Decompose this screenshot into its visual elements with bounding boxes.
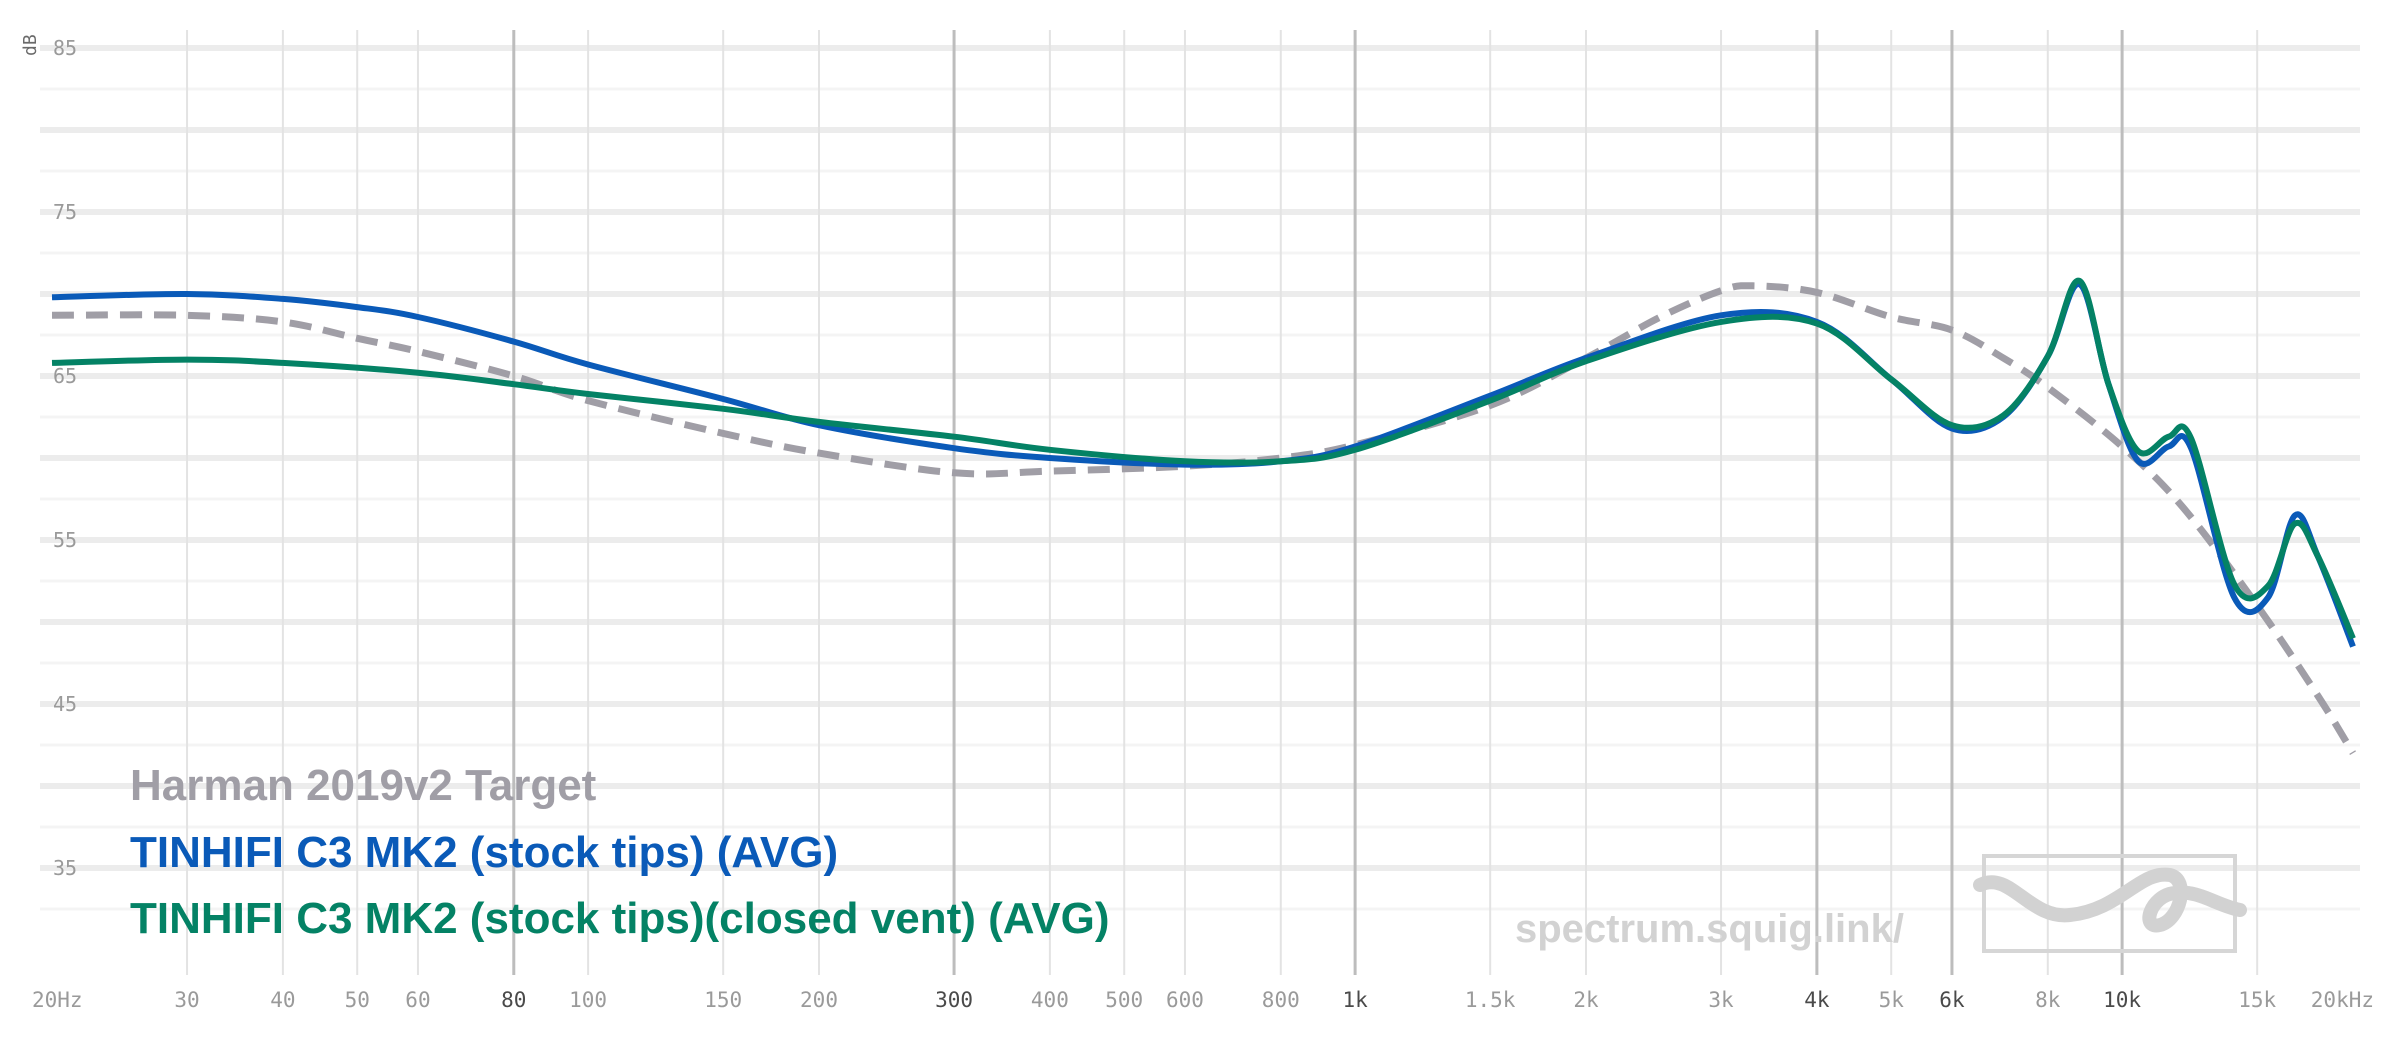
x-tick-label: 400 xyxy=(1031,988,1069,1012)
x-tick-label: 15k xyxy=(2238,988,2276,1012)
y-tick-label: 65 xyxy=(53,364,77,388)
x-tick-label: 40 xyxy=(270,988,295,1012)
x-tick-label: 100 xyxy=(569,988,607,1012)
x-tick-label: 60 xyxy=(405,988,430,1012)
x-tick-label: 20Hz xyxy=(32,988,83,1012)
x-tick-label: 150 xyxy=(704,988,742,1012)
x-tick-label: 30 xyxy=(174,988,199,1012)
y-tick-label: 85 xyxy=(53,36,77,60)
legend-item-closed-vent: TINHIFI C3 MK2 (stock tips)(closed vent)… xyxy=(130,894,1110,943)
legend: Harman 2019v2 Target TINHIFI C3 MK2 (sto… xyxy=(130,761,1110,943)
series-line-0 xyxy=(51,282,2356,756)
x-tick-label: 50 xyxy=(345,988,370,1012)
x-tick-label: 600 xyxy=(1166,988,1204,1012)
x-tick-label: 4k xyxy=(1804,988,1830,1012)
x-tick-label: 3k xyxy=(1708,988,1734,1012)
horizontal-gridlines xyxy=(40,45,2360,911)
y-axis-unit-label: dB xyxy=(20,34,41,56)
x-tick-label: 800 xyxy=(1262,988,1300,1012)
series-line-2 xyxy=(51,277,2356,640)
y-tick-label: 55 xyxy=(53,528,77,552)
y-tick-label: 75 xyxy=(53,200,77,224)
x-tick-label: 8k xyxy=(2035,988,2061,1012)
x-tick-label: 80 xyxy=(501,988,526,1012)
watermark-text: spectrum.squig.link/ xyxy=(1515,907,1904,951)
legend-item-target: Harman 2019v2 Target xyxy=(130,761,597,810)
vertical-gridlines xyxy=(186,30,2259,975)
watermark: spectrum.squig.link/ xyxy=(1515,854,2247,953)
x-axis-ticks: 20Hz 30 40 50 60 80 100 150 200 300 400 500 600 800 1k… xyxy=(32,988,2374,1012)
x-tick-label: 2k xyxy=(1573,988,1599,1012)
x-tick-label: 1k xyxy=(1342,988,1368,1012)
x-tick-label: 1.5k xyxy=(1465,988,1516,1012)
x-tick-label: 6k xyxy=(1939,988,1965,1012)
x-tick-label: 20kHz xyxy=(2311,988,2374,1012)
x-tick-label: 200 xyxy=(800,988,838,1012)
series-line-1 xyxy=(51,281,2356,648)
y-axis-ticks: 85 75 65 55 45 35 xyxy=(53,36,77,880)
x-tick-label: 5k xyxy=(1879,988,1905,1012)
x-tick-label: 300 xyxy=(935,988,973,1012)
squiggle-logo-icon xyxy=(1973,854,2247,953)
y-tick-label: 45 xyxy=(53,692,77,716)
x-tick-label: 500 xyxy=(1105,988,1143,1012)
y-tick-label: 35 xyxy=(53,856,77,880)
legend-item-stock-tips: TINHIFI C3 MK2 (stock tips) (AVG) xyxy=(130,828,838,877)
series-lines xyxy=(51,277,2356,756)
x-tick-label: 10k xyxy=(2103,988,2141,1012)
